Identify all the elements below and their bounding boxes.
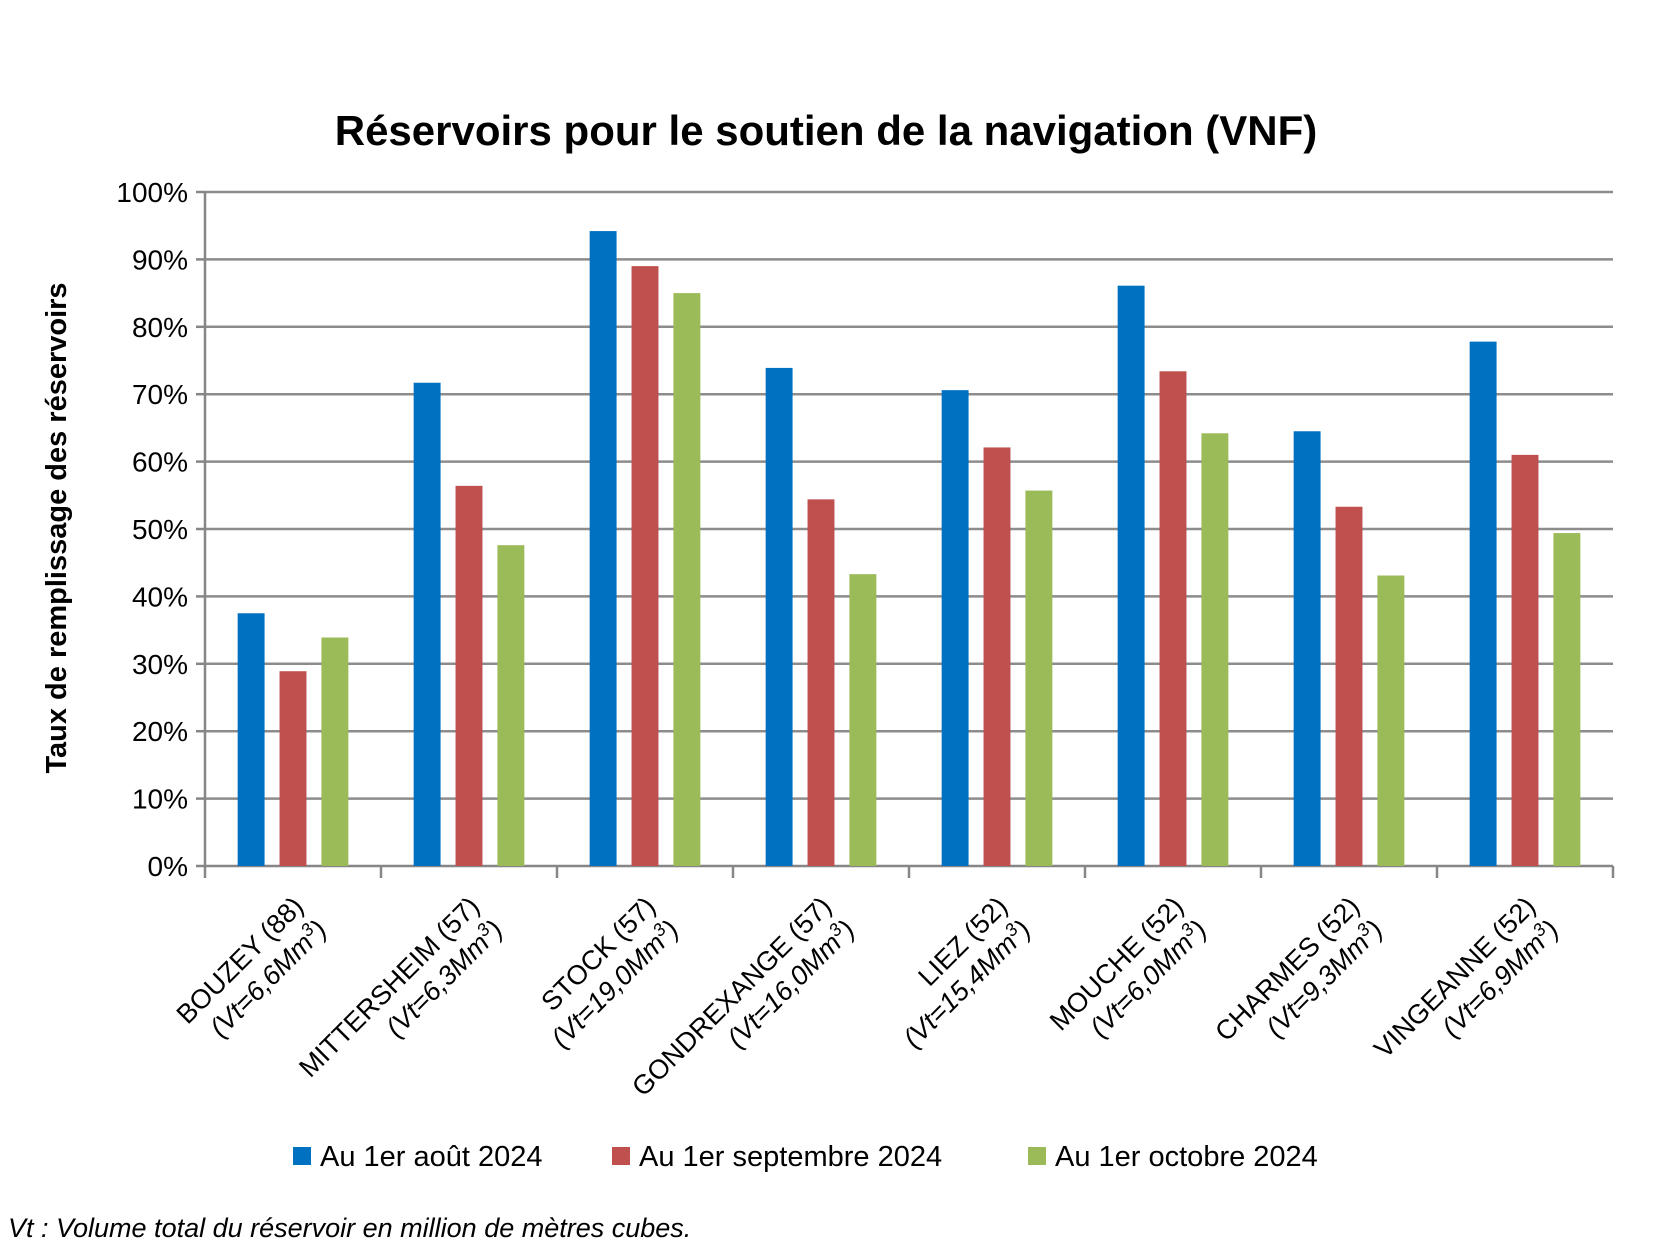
y-tick-label: 90%: [132, 244, 188, 275]
x-category-label: VINGEANNE (52)(Vt=6,9Mm3): [1368, 891, 1564, 1064]
legend-swatch: [1028, 1147, 1046, 1165]
y-tick-label: 10%: [132, 784, 188, 815]
legend-label: Au 1er septembre 2024: [639, 1141, 942, 1173]
bar: [413, 382, 441, 866]
bar: [589, 231, 617, 867]
bar: [849, 574, 877, 866]
bar: [673, 293, 701, 867]
legend-label: Au 1er octobre 2024: [1055, 1141, 1318, 1173]
x-category-label: MOUCHE (52)(Vt=6,0Mm3): [1044, 891, 1213, 1043]
y-axis-label: Taux de remplissage des réservoirs: [41, 282, 73, 773]
x-category-label: MITTERSHEIM (57)(Vt=6,3Mm3): [293, 891, 508, 1083]
y-tick-label: 20%: [132, 716, 188, 747]
bar: [321, 637, 349, 866]
y-tick-label: 40%: [132, 581, 188, 612]
bars: [237, 231, 1581, 867]
y-tick-label: 80%: [132, 312, 188, 343]
bar: [983, 447, 1011, 866]
bar: [1293, 431, 1321, 866]
bar: [807, 499, 835, 866]
bar: [455, 485, 483, 866]
bar: [941, 390, 969, 866]
legend-label: Au 1er août 2024: [320, 1141, 543, 1173]
y-axis-tick-labels: 0% 10% 20% 30% 40% 50% 60% 70% 80% 90% 100%: [116, 177, 188, 882]
bar: [497, 545, 525, 866]
bar: [1377, 575, 1405, 866]
bar: [1117, 285, 1145, 866]
x-category-label: LIEZ (52)(Vt=15,4Mm3): [897, 891, 1036, 1054]
y-tick-label: 60%: [132, 447, 188, 478]
footnote: Vt : Volume total du réservoir en millio…: [8, 1213, 691, 1243]
bar: [631, 266, 659, 866]
x-category-label: BOUZEY (88)(Vt=6,6Mm3): [171, 891, 333, 1043]
bar: [1335, 506, 1363, 866]
y-tick-label: 70%: [132, 379, 188, 410]
y-tick-label: 0%: [148, 851, 188, 882]
bar: [765, 367, 793, 866]
y-tick-label: 30%: [132, 649, 188, 680]
x-category-label: CHARMES (52)(Vt=9,3Mm3): [1209, 891, 1388, 1047]
x-category-label: STOCK (57)(Vt=19,0Mm3): [535, 891, 684, 1054]
bar: [1159, 371, 1187, 866]
legend: Au 1er août 2024 Au 1er septembre 2024 Au …: [293, 1141, 1318, 1173]
bar: [279, 671, 307, 866]
chart-title: Réservoirs pour le soutien de la navigat…: [335, 107, 1318, 154]
legend-swatch: [612, 1147, 630, 1165]
bar: [1201, 433, 1229, 866]
bar: [237, 613, 265, 866]
x-axis: [203, 192, 1615, 878]
bar: [1025, 490, 1053, 866]
bar: [1469, 341, 1497, 866]
bar: [1511, 454, 1539, 866]
y-tick-label: 50%: [132, 514, 188, 545]
x-axis-category-labels: BOUZEY (88)(Vt=6,6Mm3)MITTERSHEIM (57)(V…: [171, 891, 1565, 1102]
y-tick-label: 100%: [116, 177, 188, 208]
legend-swatch: [293, 1147, 311, 1165]
bar: [1553, 533, 1581, 866]
